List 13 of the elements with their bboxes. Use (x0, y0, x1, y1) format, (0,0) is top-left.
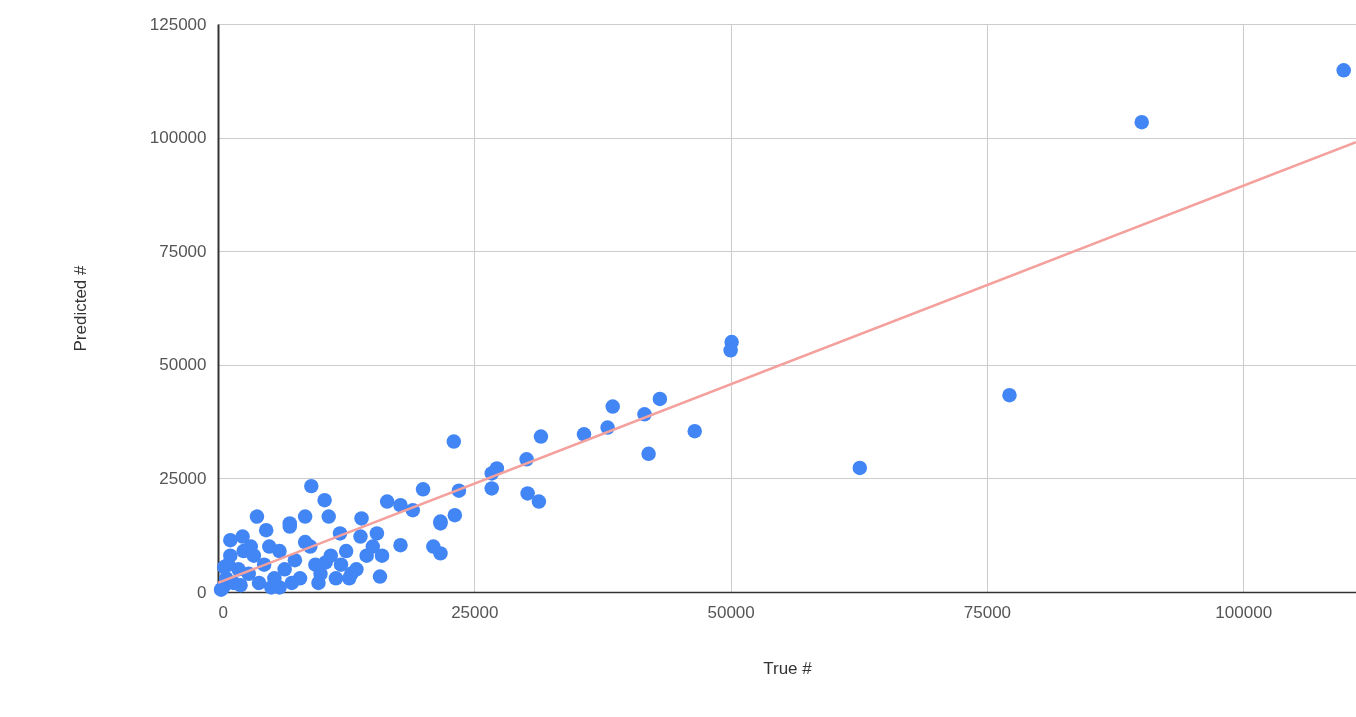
y-tick-label: 125000 (149, 14, 207, 34)
x-tick-label: 100000 (1215, 602, 1273, 622)
y-tick-label: 50000 (159, 355, 207, 375)
x-tick-label: 75000 (963, 602, 1012, 622)
x-tick-label: 25000 (451, 602, 499, 622)
y-tick-label: 0 (197, 582, 207, 602)
y-tick-label: 75000 (159, 241, 207, 261)
x-axis-title: True # (763, 658, 813, 678)
y-tick-label: 100000 (149, 128, 207, 148)
x-tick-label: 0 (218, 602, 228, 622)
y-axis-title: Predicted # (70, 264, 90, 352)
x-tick-label: 50000 (707, 602, 755, 622)
y-tick-label: 25000 (159, 468, 207, 488)
